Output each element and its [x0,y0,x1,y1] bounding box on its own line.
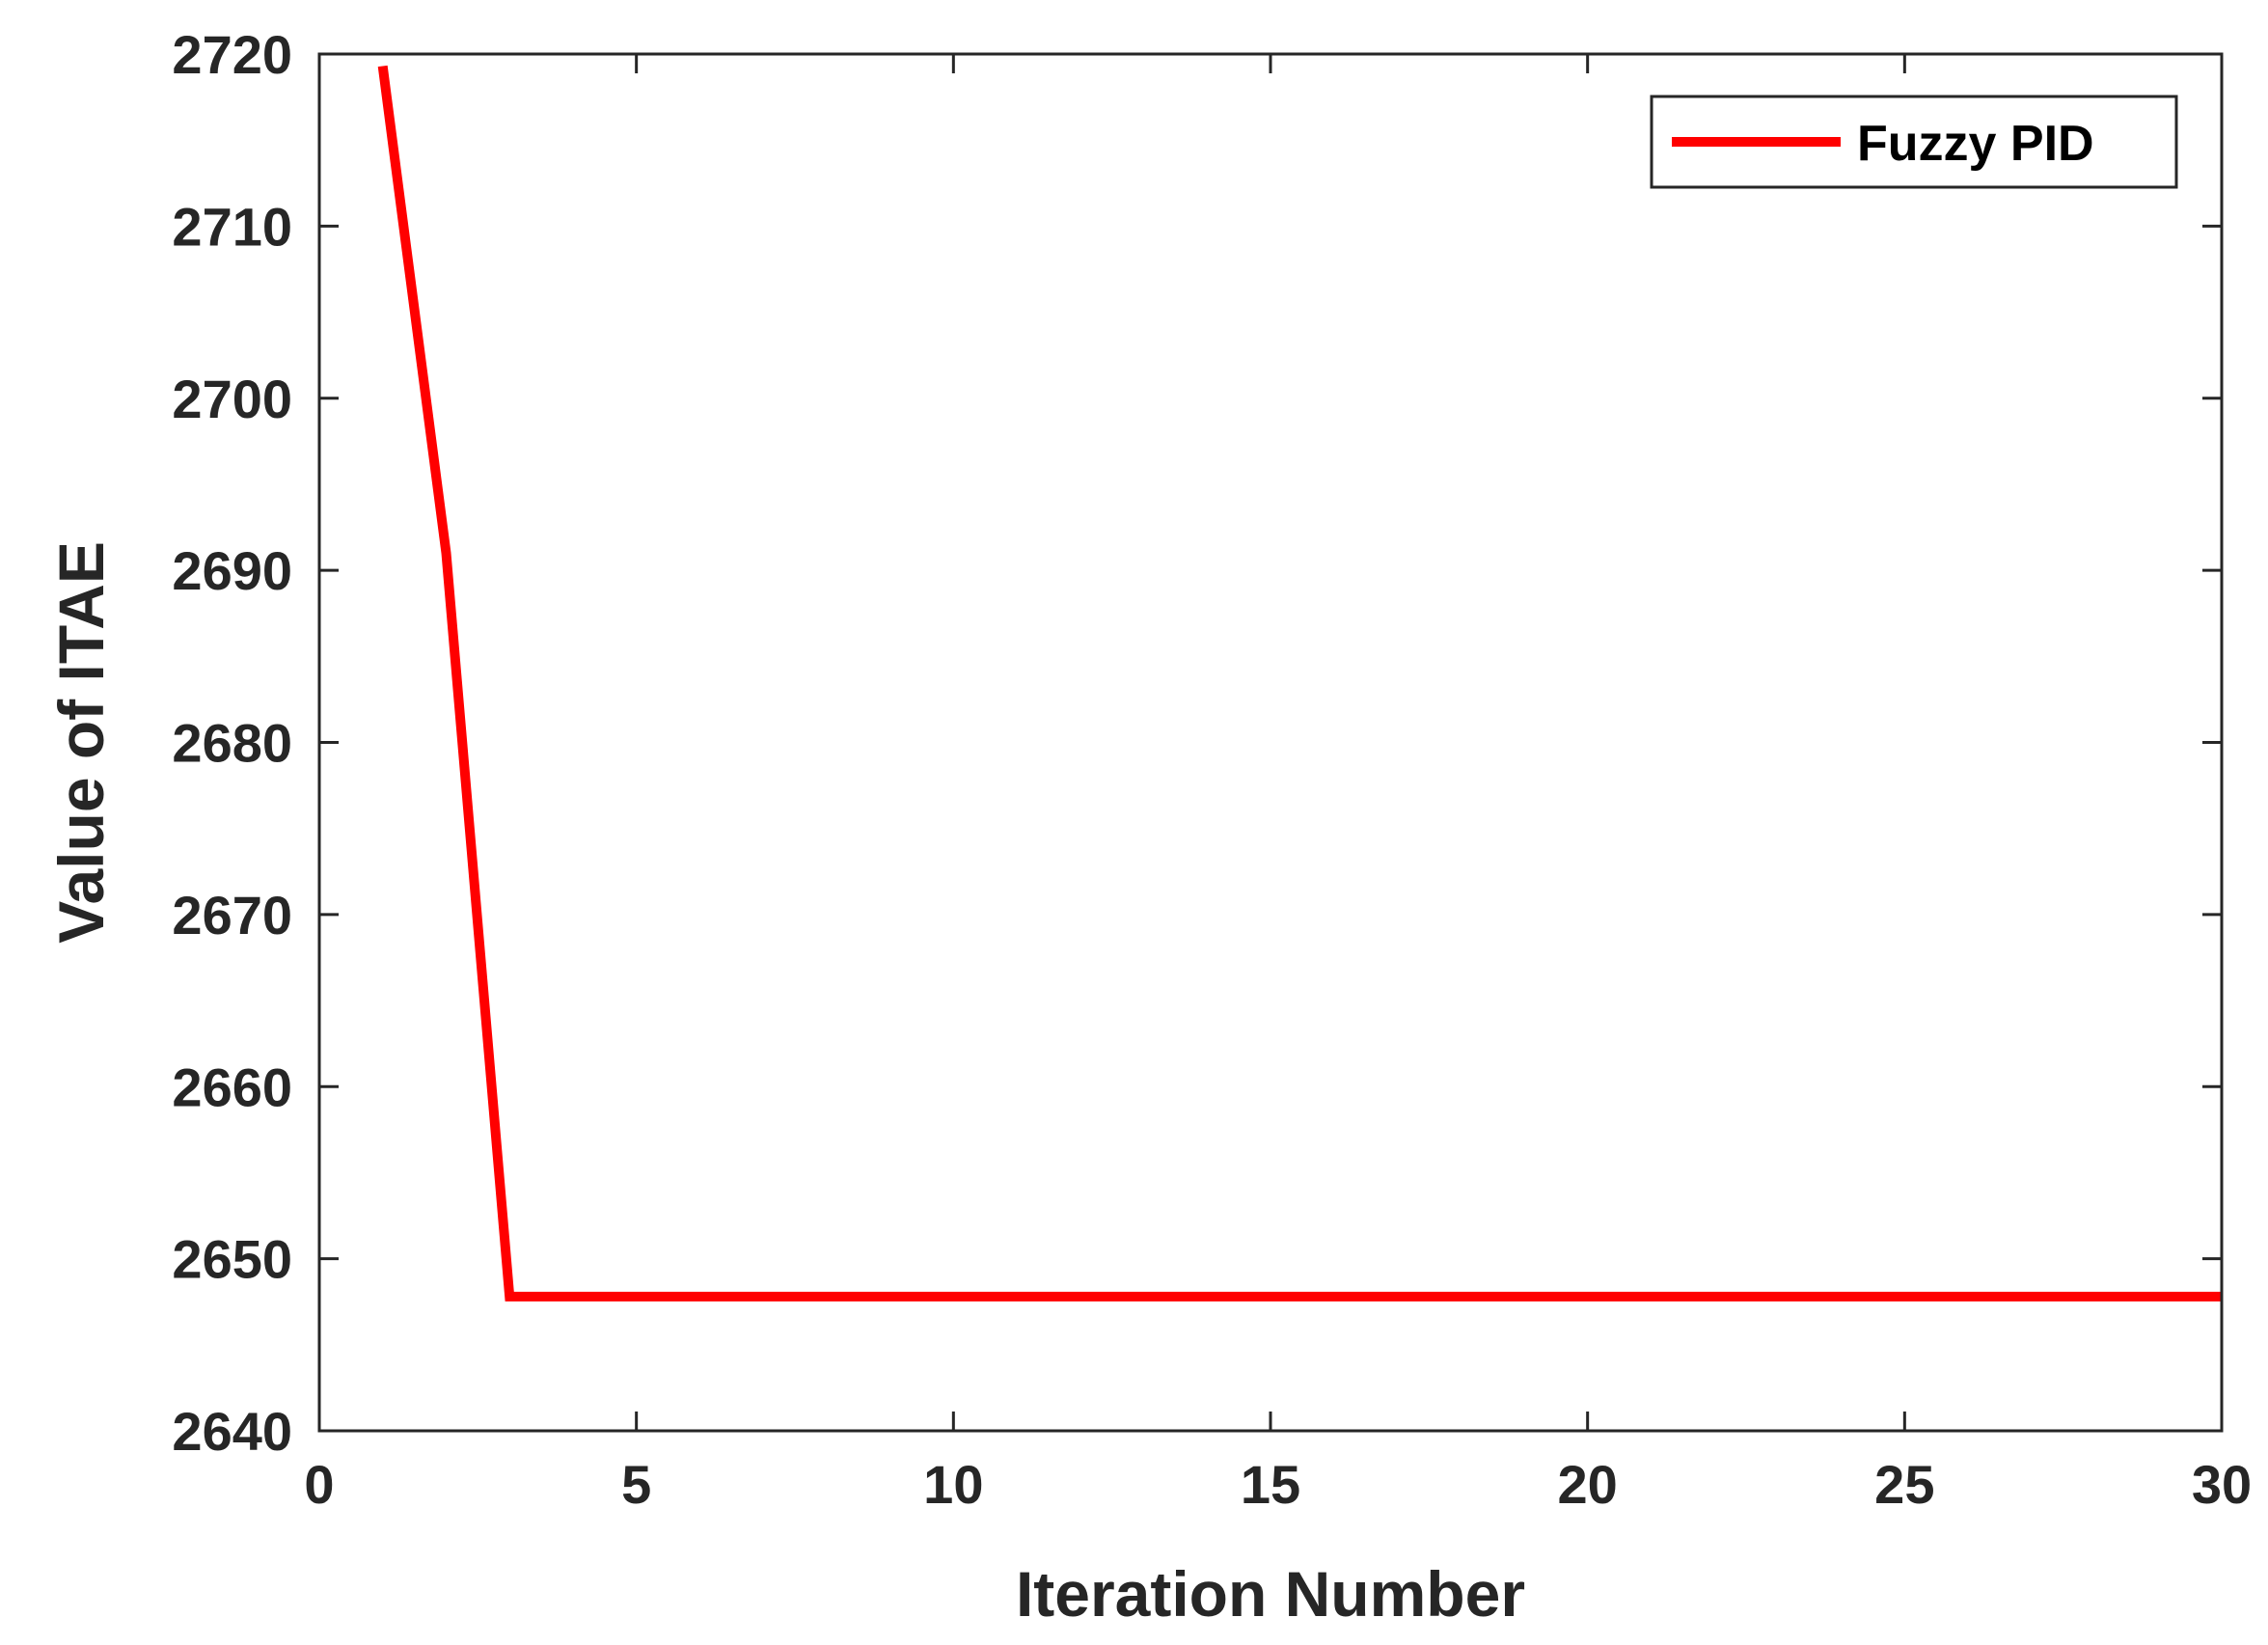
y-tick-label-2650: 2650 [172,1229,292,1290]
y-tick-label-2660: 2660 [172,1056,292,1117]
x-tick-label-30: 30 [2192,1454,2252,1515]
y-tick-label-2720: 2720 [172,24,292,85]
axes-box [317,52,2224,1433]
x-tick-label-15: 15 [1241,1454,1300,1515]
y-tick-label-2700: 2700 [172,369,292,429]
series-layer [377,65,2222,1302]
x-tick-label-0: 0 [304,1454,334,1515]
tick-labels-layer: 0 5 10 15 20 25 30 2640 2650 2660 2670 2680 2690 2700… [172,24,2252,1515]
y-tick-label-2670: 2670 [172,885,292,946]
y-tick-label-2680: 2680 [172,713,292,774]
x-axis-label: Iteration Number [1016,1558,1525,1630]
y-axis-label: Value of ITAE [45,541,117,944]
series-line-fuzzy-pid [377,65,2222,1302]
x-tick-label-10: 10 [923,1454,983,1515]
y-tick-label-2640: 2640 [172,1401,292,1462]
y-tick-label-2710: 2710 [172,196,292,257]
x-tick-label-5: 5 [621,1454,651,1515]
y-tick-label-2690: 2690 [172,540,292,601]
legend-label-fuzzy-pid: Fuzzy PID [1857,116,2094,172]
legend: Fuzzy PID [1650,95,2178,189]
x-tick-label-25: 25 [1874,1454,1934,1515]
x-tick-label-20: 20 [1558,1454,1618,1515]
